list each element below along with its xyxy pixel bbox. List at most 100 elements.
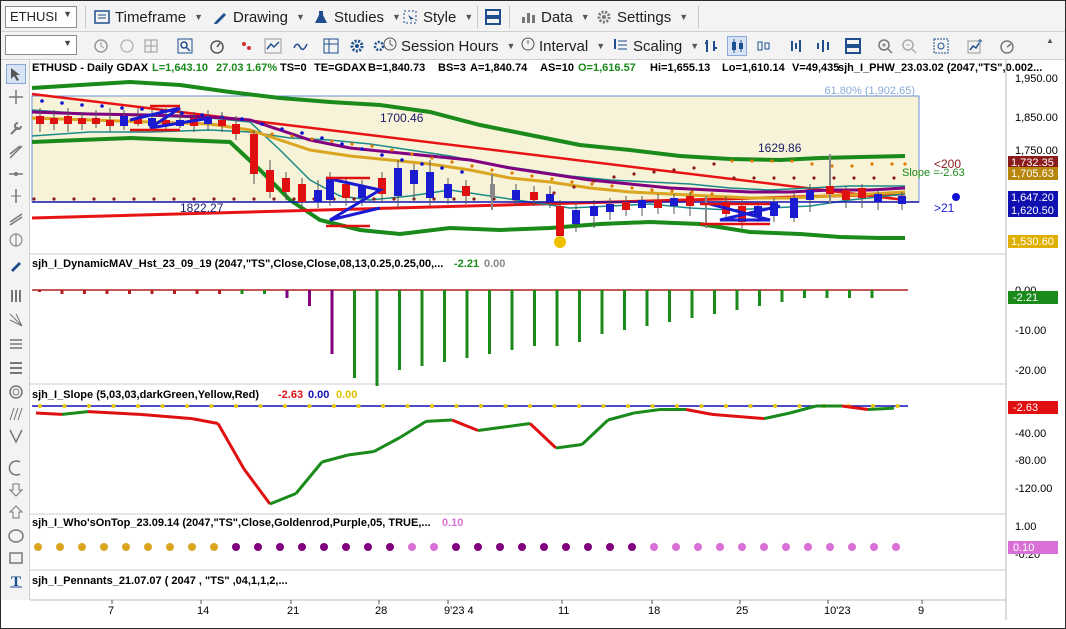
chart-area[interactable]: 61.80% (1,902.65) ETHUSD - Daily GDAX L=… <box>30 60 1064 627</box>
who-dot <box>650 543 658 551</box>
refresh-icon[interactable] <box>117 36 137 56</box>
spiral-icon[interactable] <box>6 382 26 402</box>
ellipse-icon[interactable] <box>6 526 26 546</box>
fibonacci-icon[interactable] <box>6 230 26 250</box>
change-pct: 1.67% <box>246 62 277 74</box>
who-dot <box>78 543 86 551</box>
chevron-down-icon[interactable]: ▼ <box>63 9 72 19</box>
volume-bars-icon[interactable] <box>787 36 807 56</box>
flask-icon <box>312 8 330 26</box>
descending-trendline <box>31 92 906 202</box>
dmav-bar <box>263 290 266 294</box>
reload-icon[interactable] <box>91 36 111 56</box>
price-axis: 1,950.00 1,850.00 1,750.00 <box>1015 73 1058 157</box>
pen-icon[interactable] <box>6 255 26 275</box>
collapse-toolbar-button[interactable]: ▲ <box>1046 35 1054 45</box>
price-tag-support <box>1008 204 1058 217</box>
pointer-tool-icon[interactable] <box>6 64 26 84</box>
who-dot <box>562 543 570 551</box>
studies-menu[interactable]: Studies ▼ <box>312 6 401 28</box>
speed-lines-icon[interactable] <box>6 426 26 446</box>
timeframe-combo[interactable]: ▼ <box>5 35 77 55</box>
speedometer-icon[interactable] <box>207 36 227 56</box>
time-tick: 18 <box>648 605 660 617</box>
line-chart-icon[interactable] <box>263 36 283 56</box>
pitchfork-icon[interactable] <box>6 334 26 354</box>
slope-segment <box>139 412 167 418</box>
grid-icon[interactable] <box>141 36 161 56</box>
open-field: O=1,616.57 <box>578 62 636 74</box>
dmav-bar <box>443 290 446 362</box>
horizontal-lines-icon[interactable] <box>6 358 26 378</box>
who-dot <box>606 543 614 551</box>
markers-icon[interactable] <box>237 36 257 56</box>
insert-chart-icon[interactable] <box>965 36 985 56</box>
settings-menu[interactable]: Settings ▼ <box>595 6 688 28</box>
interval-menu[interactable]: Interval ▼ <box>521 36 605 56</box>
dmav-bar <box>555 290 559 346</box>
annotation-1700: 1700.46 <box>380 111 424 125</box>
zoom-in-icon[interactable] <box>875 36 895 56</box>
zoom-fit-icon[interactable] <box>931 36 951 56</box>
arrow-up-icon[interactable] <box>6 502 26 522</box>
who-dot <box>892 543 900 551</box>
rectangle-icon[interactable] <box>6 548 26 568</box>
who-tick: 1.00 <box>1015 521 1036 533</box>
data-label: Data <box>541 8 573 26</box>
gear-small-icon[interactable] <box>369 36 389 56</box>
vertical-bars-icon[interactable] <box>6 286 26 306</box>
dmav-zero: 0.00 <box>484 258 505 270</box>
ask-size-field: AS=10 <box>540 62 574 74</box>
volume-bars-alt-icon[interactable] <box>813 36 833 56</box>
crosshair-icon[interactable] <box>6 87 26 107</box>
zoom-out-icon[interactable] <box>899 36 919 56</box>
candlestick-icon[interactable] <box>727 36 747 56</box>
channel-icon[interactable] <box>6 208 26 228</box>
toolbar-divider <box>698 6 699 28</box>
cycle-lines-icon[interactable] <box>6 404 26 424</box>
magnifier-icon[interactable] <box>175 36 195 56</box>
drawing-menu[interactable]: Drawing ▼ <box>211 6 305 28</box>
dmav-bar <box>690 290 694 318</box>
slope-segment <box>789 404 817 415</box>
slope-segment <box>503 422 531 429</box>
gear-icon[interactable] <box>347 36 367 56</box>
hollow-candle-icon[interactable] <box>753 36 773 56</box>
chevron-down-icon[interactable]: ▼ <box>63 38 72 48</box>
slope-marker <box>38 404 42 408</box>
who-dot <box>188 543 196 551</box>
text-tool-icon[interactable]: T <box>6 570 26 590</box>
arrow-down-icon[interactable] <box>6 480 26 500</box>
slope-marker <box>724 404 728 408</box>
dashboard-icon[interactable] <box>997 36 1017 56</box>
who-dot <box>386 543 394 551</box>
split-pane-icon[interactable] <box>843 36 863 56</box>
layout-button[interactable] <box>484 6 502 28</box>
scaling-menu[interactable]: Scaling ▼ <box>613 36 699 56</box>
gann-icon[interactable] <box>6 310 26 330</box>
dmav-tag-text: -2.21 <box>1013 292 1038 304</box>
trendline-icon[interactable] <box>6 142 26 162</box>
slope-marker <box>797 404 802 408</box>
dmav-bar <box>488 290 491 354</box>
grid-settings-icon[interactable] <box>321 36 341 56</box>
bar-chart-icon[interactable] <box>701 36 721 56</box>
vertical-line-icon[interactable] <box>6 186 26 206</box>
slope-segment <box>87 410 115 415</box>
session-hours-menu[interactable]: Session Hours ▼ <box>383 36 515 56</box>
dmav-bar <box>645 290 649 326</box>
wave-chart-icon[interactable] <box>291 36 311 56</box>
chevron-down-icon: ▼ <box>392 12 401 22</box>
slope-marker <box>332 404 336 408</box>
slope-segment <box>347 450 375 457</box>
symbol-input[interactable]: ETHUSI ▼ <box>5 6 77 28</box>
timeframe-menu[interactable]: Timeframe ▼ <box>93 6 203 28</box>
arc-icon[interactable] <box>6 458 26 478</box>
style-menu[interactable]: Style ▼ <box>401 6 473 28</box>
slope-line <box>35 404 895 506</box>
time-tick: 9'23 4 <box>444 605 474 617</box>
wrench-icon[interactable] <box>6 118 26 138</box>
data-menu[interactable]: Data ▼ <box>519 6 590 28</box>
dmav-bar <box>308 290 311 306</box>
horizontal-line-icon[interactable] <box>6 164 26 184</box>
